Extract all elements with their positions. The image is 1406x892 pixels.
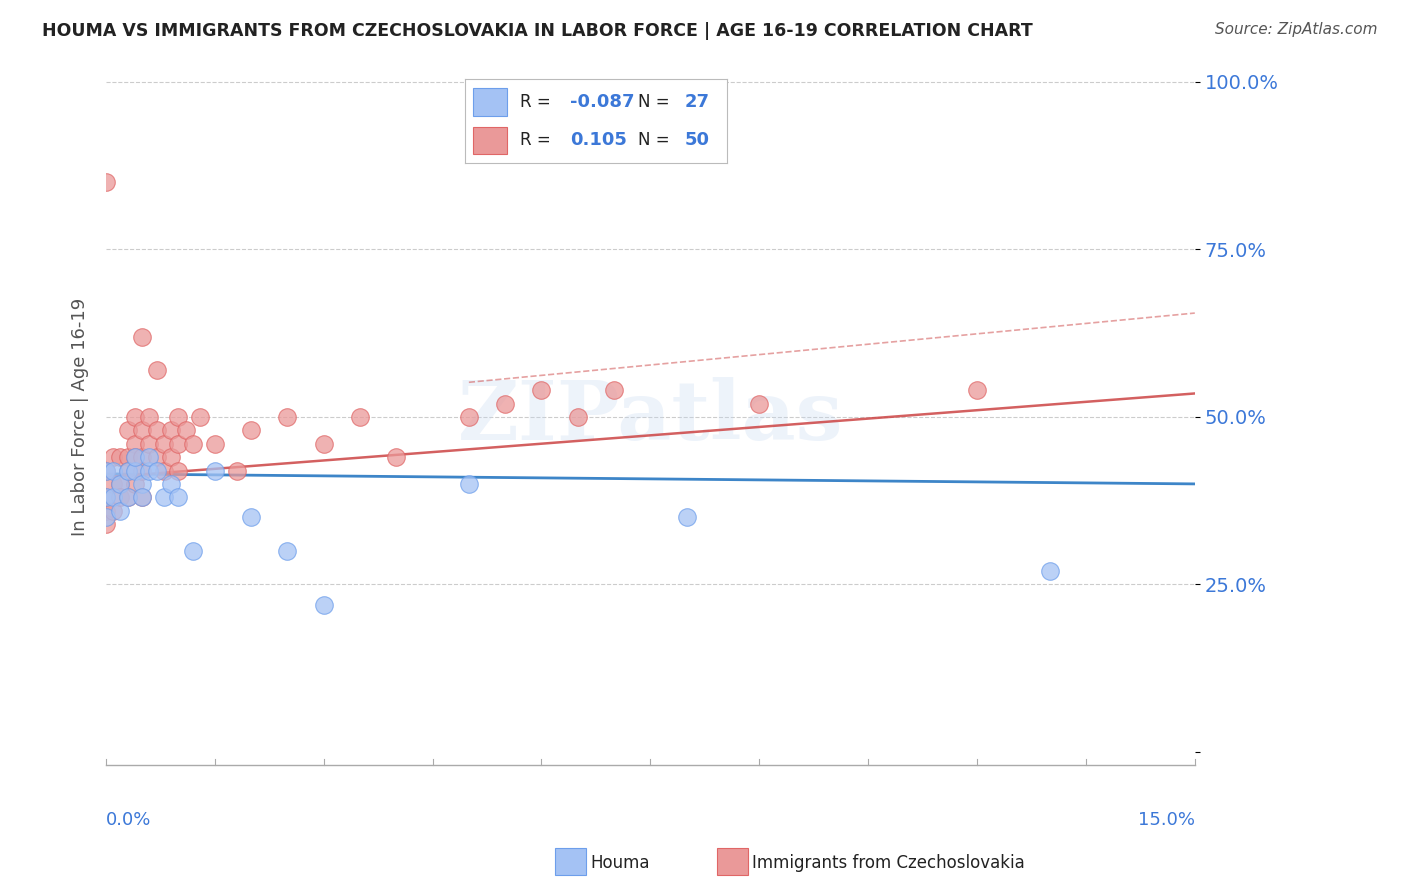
Point xyxy=(124,409,146,424)
Point xyxy=(153,491,176,505)
Point xyxy=(167,409,190,424)
Point xyxy=(110,450,132,464)
Point xyxy=(457,476,479,491)
Point xyxy=(181,436,204,450)
Point xyxy=(145,463,167,477)
Point xyxy=(101,476,124,491)
Point xyxy=(110,504,132,518)
Point xyxy=(240,510,263,524)
Text: HOUMA VS IMMIGRANTS FROM CZECHOSLOVAKIA IN LABOR FORCE | AGE 16-19 CORRELATION C: HOUMA VS IMMIGRANTS FROM CZECHOSLOVAKIA … xyxy=(42,22,1033,40)
Point xyxy=(124,476,146,491)
Point xyxy=(131,491,153,505)
Point xyxy=(124,463,146,477)
Point xyxy=(94,463,117,477)
Text: 15.0%: 15.0% xyxy=(1137,811,1195,829)
Point xyxy=(124,450,146,464)
Text: Houma: Houma xyxy=(591,854,650,871)
Point xyxy=(124,436,146,450)
Point xyxy=(94,517,117,532)
Point xyxy=(312,598,335,612)
Point xyxy=(167,491,190,505)
Point xyxy=(94,463,117,477)
Point xyxy=(494,396,516,410)
Point xyxy=(457,409,479,424)
Point xyxy=(530,383,553,397)
Point xyxy=(603,383,626,397)
Point xyxy=(966,383,988,397)
Point xyxy=(167,436,190,450)
Point xyxy=(117,463,139,477)
Point xyxy=(101,450,124,464)
Point xyxy=(117,491,139,505)
Point xyxy=(131,423,153,437)
Point xyxy=(94,491,117,505)
Point xyxy=(138,436,160,450)
Point xyxy=(131,329,153,343)
Point xyxy=(349,409,371,424)
Point xyxy=(94,504,117,518)
Point xyxy=(124,450,146,464)
Point xyxy=(117,463,139,477)
Point xyxy=(153,463,176,477)
Point xyxy=(101,463,124,477)
Point xyxy=(1039,564,1062,578)
Point xyxy=(110,476,132,491)
Point xyxy=(101,491,124,505)
Point xyxy=(748,396,770,410)
Point xyxy=(276,409,298,424)
Point xyxy=(153,436,176,450)
Point xyxy=(117,450,139,464)
Text: Immigrants from Czechoslovakia: Immigrants from Czechoslovakia xyxy=(752,854,1025,871)
Point xyxy=(138,450,160,464)
Point xyxy=(167,463,190,477)
Point xyxy=(131,463,153,477)
Point xyxy=(145,363,167,377)
Point xyxy=(567,409,589,424)
Point xyxy=(138,409,160,424)
Point xyxy=(160,450,183,464)
Point xyxy=(110,491,132,505)
Point xyxy=(385,450,408,464)
Point xyxy=(145,423,167,437)
Text: ZIPatlas: ZIPatlas xyxy=(457,377,844,457)
Point xyxy=(101,504,124,518)
Point xyxy=(94,176,117,190)
Point xyxy=(110,476,132,491)
Point xyxy=(138,463,160,477)
Point xyxy=(204,436,226,450)
Point xyxy=(188,409,211,424)
Point xyxy=(160,423,183,437)
Point xyxy=(160,476,183,491)
Point xyxy=(174,423,197,437)
Point xyxy=(131,450,153,464)
Point xyxy=(94,510,117,524)
Point xyxy=(240,423,263,437)
Point xyxy=(131,491,153,505)
Point xyxy=(204,463,226,477)
Point xyxy=(312,436,335,450)
Point xyxy=(117,491,139,505)
Point xyxy=(94,491,117,505)
Text: Source: ZipAtlas.com: Source: ZipAtlas.com xyxy=(1215,22,1378,37)
Point xyxy=(225,463,247,477)
Text: 0.0%: 0.0% xyxy=(105,811,152,829)
Point xyxy=(181,544,204,558)
Point xyxy=(145,450,167,464)
Point xyxy=(131,476,153,491)
Point xyxy=(117,423,139,437)
Point xyxy=(675,510,697,524)
Point xyxy=(276,544,298,558)
Y-axis label: In Labor Force | Age 16-19: In Labor Force | Age 16-19 xyxy=(72,298,89,536)
